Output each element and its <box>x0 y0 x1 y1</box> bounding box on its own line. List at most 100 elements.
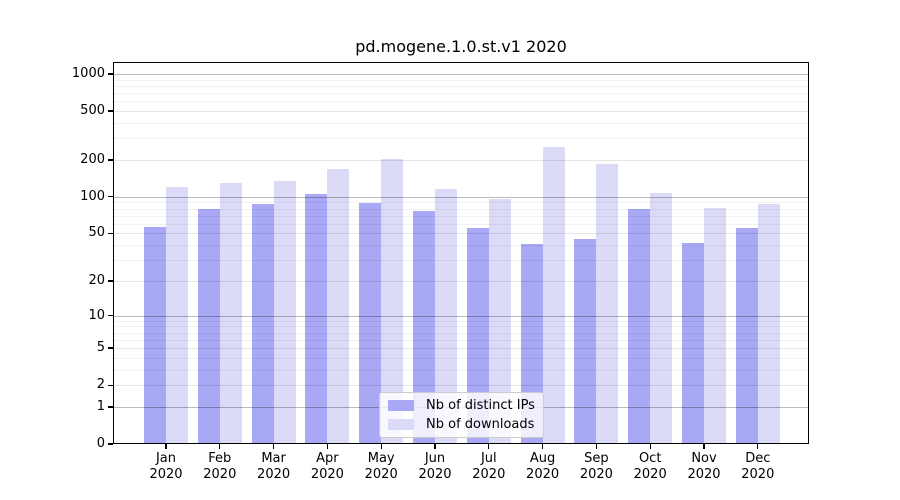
bar-downloads-apr <box>327 169 350 444</box>
legend: Nb of distinct IPs Nb of downloads <box>379 392 544 438</box>
bar-distinct-ips-sep <box>574 238 597 444</box>
x-axis-tick-dec <box>757 444 759 449</box>
gridline-7 <box>113 332 809 334</box>
bar-downloads-jun <box>435 188 457 444</box>
y-axis-tick-50 <box>108 232 113 235</box>
x-axis-tick-jun <box>434 444 436 449</box>
y-axis-tick-label-1000: 1000 <box>71 65 105 81</box>
legend-item-distinct-ips: Nb of distinct IPs <box>388 398 535 413</box>
x-axis-tick-nov <box>703 444 705 449</box>
gridline-9 <box>113 320 809 322</box>
x-axis-tick-label-may: May 2020 <box>364 451 398 482</box>
gridline-200 <box>113 159 809 161</box>
bar-distinct-ips-dec <box>735 228 758 444</box>
x-axis-tick-mar <box>273 444 275 449</box>
legend-item-downloads: Nb of downloads <box>388 417 535 432</box>
bar-downloads-dec <box>757 204 780 444</box>
x-axis-tick-label-oct: Oct 2020 <box>633 451 667 482</box>
x-axis-tick-label-mar: Mar 2020 <box>257 451 291 482</box>
y-axis-tick-label-50: 50 <box>88 225 105 241</box>
y-axis-tick-label-0: 0 <box>96 436 105 451</box>
y-axis-tick-10 <box>108 314 113 317</box>
gridline-70 <box>113 215 809 217</box>
chart-title: pd.mogene.1.0.st.v1 2020 <box>355 37 567 56</box>
bar-downloads-oct <box>650 193 673 444</box>
bar-downloads-may <box>381 159 404 444</box>
y-axis-tick-label-5: 5 <box>96 340 105 356</box>
gridline-300 <box>113 138 809 140</box>
x-axis-tick-label-jul: Jul 2020 <box>472 451 506 482</box>
y-axis-tick-1000 <box>108 73 113 75</box>
gridline-10 <box>113 315 809 317</box>
bar-distinct-ips-nov <box>682 242 704 444</box>
x-axis-tick-label-nov: Nov 2020 <box>687 451 721 482</box>
gridline-600 <box>113 101 809 103</box>
gridline-5 <box>113 348 809 349</box>
bar-distinct-ips-may <box>359 202 382 444</box>
plot-area <box>113 62 809 444</box>
bar-distinct-ips-mar <box>251 204 274 444</box>
x-axis-tick-label-dec: Dec 2020 <box>741 451 775 482</box>
y-axis-tick-20 <box>108 280 113 282</box>
gridline-40 <box>113 245 809 247</box>
x-axis-tick-jan <box>165 444 167 449</box>
bar-downloads-aug <box>542 146 565 444</box>
bar-distinct-ips-jan <box>144 227 166 444</box>
gridline-800 <box>113 85 809 87</box>
gridline-8 <box>113 326 809 328</box>
y-axis-tick-label-2: 2 <box>96 377 105 393</box>
gridline-100 <box>113 196 809 198</box>
y-axis-tick-label-10: 10 <box>88 307 105 323</box>
x-axis-tick-may <box>380 444 382 449</box>
y-axis-tick-label-200: 200 <box>80 151 105 167</box>
bar-distinct-ips-feb <box>197 209 220 444</box>
bar-distinct-ips-oct <box>628 209 651 444</box>
y-axis-tick-100 <box>108 196 113 198</box>
gridline-30 <box>113 260 809 262</box>
gridline-60 <box>113 223 809 225</box>
x-axis-tick-label-sep: Sep 2020 <box>579 451 613 482</box>
gridline-6 <box>113 339 809 341</box>
bar-downloads-feb <box>219 182 242 444</box>
legend-label-downloads: Nb of downloads <box>426 417 535 432</box>
bar-distinct-ips-jun <box>413 210 435 444</box>
bar-downloads-jul <box>488 198 511 444</box>
x-axis-tick-label-aug: Aug 2020 <box>526 451 560 482</box>
legend-swatch-distinct-ips <box>388 400 414 411</box>
y-axis-tick-label-1: 1 <box>96 398 105 414</box>
gridline-4 <box>113 357 809 359</box>
gridline-50 <box>113 233 809 235</box>
bar-downloads-nov <box>704 207 726 444</box>
y-axis-tick-5 <box>108 347 113 349</box>
y-axis-tick-1 <box>108 406 113 408</box>
y-axis-tick-label-500: 500 <box>80 103 105 119</box>
gridline-80 <box>113 208 809 210</box>
x-axis-tick-oct <box>649 444 651 449</box>
gridline-400 <box>113 122 809 124</box>
gridline-1000 <box>113 73 809 75</box>
legend-swatch-downloads <box>388 419 414 430</box>
x-axis-tick-label-feb: Feb 2020 <box>203 451 237 482</box>
y-axis-tick-2 <box>108 384 113 386</box>
x-axis-tick-feb <box>219 444 221 449</box>
x-axis-tick-apr <box>326 444 329 449</box>
gridline-3 <box>113 369 809 371</box>
gridline-2 <box>113 385 809 387</box>
bar-downloads-jan <box>166 187 188 444</box>
x-axis-tick-sep <box>595 444 598 449</box>
bar-downloads-sep <box>596 163 619 444</box>
gridline-900 <box>113 79 809 81</box>
x-axis-tick-label-jan: Jan 2020 <box>149 451 183 482</box>
y-axis-tick-label-100: 100 <box>80 188 105 204</box>
gridline-90 <box>113 202 809 204</box>
y-axis-tick-200 <box>108 159 113 161</box>
bar-distinct-ips-apr <box>305 194 328 444</box>
gridline-700 <box>113 93 809 94</box>
x-axis-tick-aug <box>542 444 544 449</box>
y-axis-tick-0 <box>108 443 113 445</box>
x-axis-tick-label-apr: Apr 2020 <box>310 451 344 482</box>
bar-downloads-mar <box>273 181 296 444</box>
y-axis-tick-label-20: 20 <box>88 272 105 288</box>
gridline-20 <box>113 280 809 282</box>
